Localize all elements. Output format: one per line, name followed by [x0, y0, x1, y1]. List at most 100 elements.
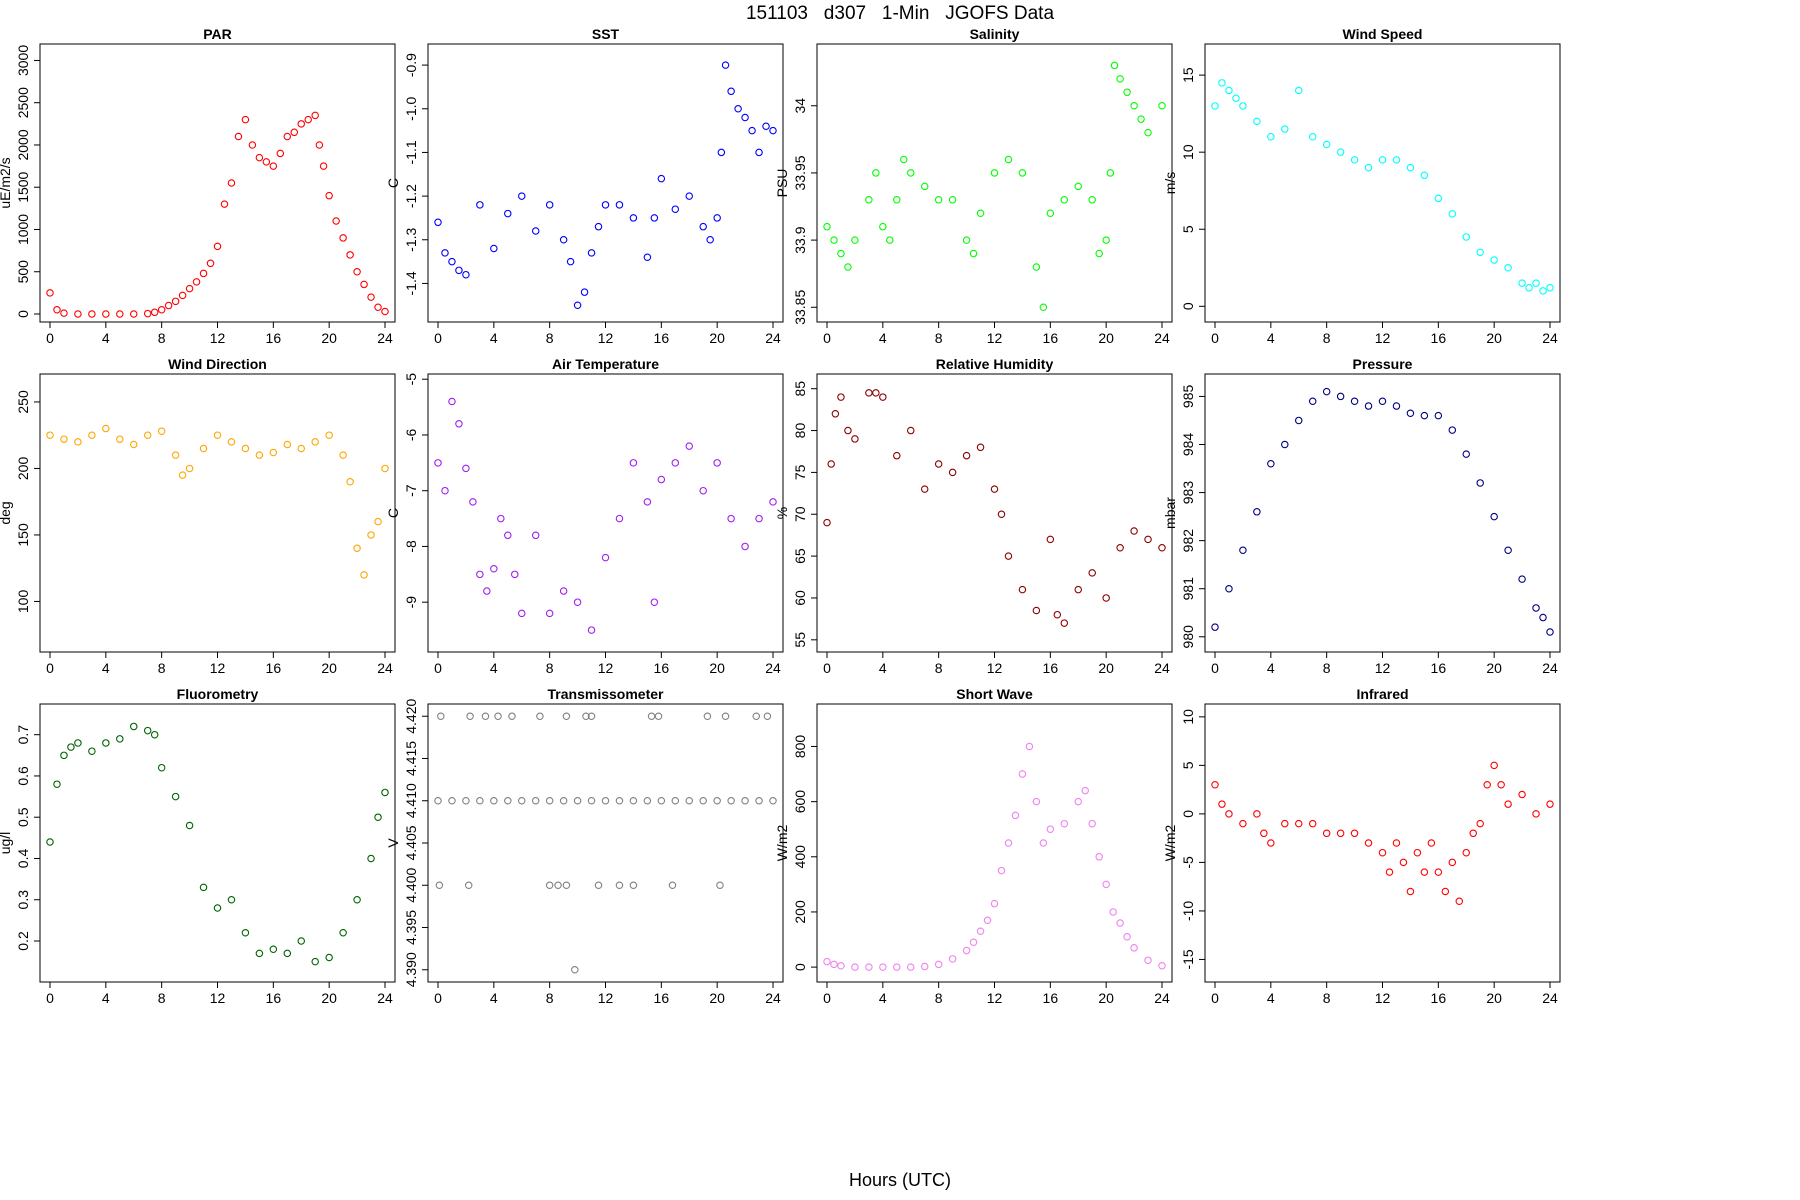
data-point — [464, 881, 473, 890]
data-point — [116, 735, 124, 743]
data-point — [1308, 819, 1317, 828]
data-point — [455, 420, 463, 428]
data-point — [171, 792, 180, 801]
data-point — [74, 739, 82, 747]
y-tick-label: 33.85 — [792, 290, 808, 325]
data-point — [1004, 155, 1013, 164]
data-point — [1295, 416, 1303, 425]
x-tick-label: 12 — [598, 990, 614, 1006]
plot-frame — [427, 373, 784, 653]
data-point — [469, 498, 477, 506]
data-point — [769, 126, 777, 135]
data-point — [706, 236, 714, 244]
x-tick-label: 24 — [1154, 330, 1170, 346]
data-point — [1123, 933, 1131, 941]
data-point — [997, 510, 1006, 519]
data-point — [130, 722, 138, 731]
data-point — [1462, 450, 1470, 458]
data-point — [559, 236, 568, 244]
data-point — [545, 609, 554, 618]
panel-title: Pressure — [1353, 356, 1413, 372]
data-point — [462, 796, 470, 805]
y-tick-label: 4.410 — [403, 783, 419, 818]
plot-frame — [1204, 703, 1561, 983]
y-tick-label: 4.420 — [403, 699, 419, 734]
y-axis-label: W/m2 — [1162, 825, 1178, 862]
data-point — [508, 712, 516, 720]
data-point — [654, 712, 663, 720]
data-point — [518, 192, 526, 200]
data-point — [1490, 761, 1498, 770]
y-tick-label: 2500 — [15, 87, 31, 118]
data-point — [199, 444, 208, 453]
data-point — [339, 234, 347, 242]
x-tick-label: 8 — [1323, 660, 1331, 676]
data-point — [1239, 819, 1247, 828]
y-tick-label: 0.7 — [15, 725, 31, 745]
plot-frame — [39, 43, 396, 323]
x-tick-label: 4 — [490, 330, 498, 346]
data-point — [1116, 543, 1124, 552]
chart-panel-wind-direction: Wind Direction deg 0 4 8 12 16 20 24 100 150 200 250 — [0, 356, 396, 676]
x-tick-label: 20 — [709, 330, 725, 346]
data-point — [476, 570, 484, 579]
data-point — [837, 961, 845, 970]
data-point — [1218, 800, 1226, 808]
chart-panel-sst: SST C 0 4 8 12 16 20 24 -1.4 -1.3 -1.2 -1.1 -1.0 -0.9 — [385, 26, 784, 346]
data-point — [490, 796, 498, 805]
x-tick-label: 24 — [1154, 990, 1170, 1006]
panel-title: Infrared — [1356, 686, 1408, 702]
data-point — [518, 609, 526, 618]
data-point — [116, 435, 124, 443]
data-point — [893, 451, 901, 460]
data-point — [1518, 575, 1526, 583]
panel-title: Relative Humidity — [936, 356, 1054, 372]
data-point — [130, 310, 138, 318]
data-point — [920, 485, 929, 493]
x-tick-label: 16 — [654, 990, 670, 1006]
data-point — [441, 486, 449, 495]
x-tick-label: 0 — [46, 660, 54, 676]
data-point — [171, 297, 180, 306]
data-point — [1455, 897, 1464, 905]
data-point — [657, 174, 666, 183]
data-point — [976, 209, 985, 217]
data-point — [116, 310, 124, 318]
data-point — [1434, 194, 1443, 203]
data-point — [102, 739, 110, 747]
data-point — [1350, 829, 1359, 838]
data-point — [102, 310, 110, 318]
data-point — [1267, 133, 1275, 141]
data-point — [1039, 303, 1048, 312]
data-point — [437, 712, 445, 720]
data-point — [601, 553, 610, 562]
x-tick-label: 24 — [1542, 330, 1558, 346]
chart-panel-par: PAR uE/m2/s 0 4 8 12 16 20 24 0 500 1000 1500 2000 250… — [0, 26, 396, 346]
data-point — [1336, 829, 1345, 838]
data-point — [1032, 263, 1041, 271]
data-point — [1053, 610, 1062, 619]
x-tick-label: 24 — [377, 660, 393, 676]
data-point — [185, 464, 194, 473]
data-point — [448, 397, 456, 406]
data-point — [497, 514, 505, 523]
data-point — [325, 191, 333, 200]
x-tick-label: 0 — [823, 990, 831, 1006]
data-point — [1281, 819, 1289, 828]
data-point — [844, 263, 852, 271]
data-point — [755, 796, 763, 805]
panel-title: Salinity — [970, 26, 1020, 42]
y-tick-label: -6 — [403, 429, 419, 442]
data-point — [367, 854, 375, 863]
data-point — [1106, 169, 1115, 177]
y-tick-label: 5 — [1180, 225, 1196, 233]
data-point — [332, 217, 340, 225]
x-tick-label: 16 — [1043, 990, 1059, 1006]
y-tick-label: -1.3 — [403, 227, 419, 251]
data-point — [46, 289, 54, 297]
x-tick-label: 24 — [1542, 990, 1558, 1006]
y-tick-label: 1000 — [15, 214, 31, 245]
y-tick-label: 250 — [15, 390, 31, 414]
data-point — [455, 266, 463, 275]
y-tick-label: 400 — [792, 845, 808, 869]
